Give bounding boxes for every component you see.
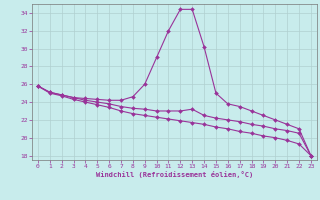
X-axis label: Windchill (Refroidissement éolien,°C): Windchill (Refroidissement éolien,°C): [96, 171, 253, 178]
